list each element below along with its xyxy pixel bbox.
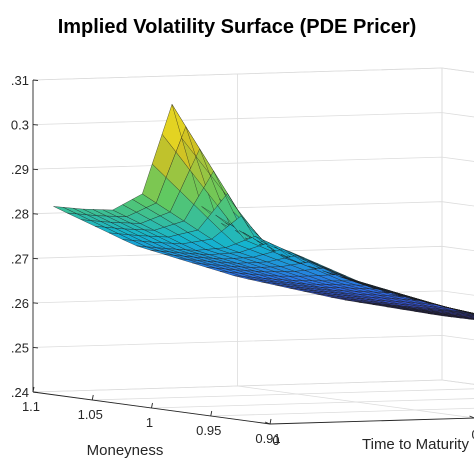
surface-facet-523 xyxy=(470,312,474,314)
x-tick-mark-0 xyxy=(32,386,35,393)
x-axis-label: Moneyness xyxy=(87,442,164,459)
x-floor-grid-line-2 xyxy=(151,398,474,409)
z-grid-line-5 xyxy=(32,156,474,170)
z-tick-mark-5 xyxy=(32,168,39,171)
y-axis-line xyxy=(269,417,474,425)
x-tick-mark-3 xyxy=(210,410,213,417)
z-tick-mark-1 xyxy=(32,346,39,349)
surface-facet-539 xyxy=(471,314,474,316)
z-tick-label-0: .24 xyxy=(11,385,29,400)
chart-title: Implied Volatility Surface (PDE Pricer) xyxy=(58,16,417,38)
surface-facet-526 xyxy=(461,313,474,316)
x-floor-grid-line-3 xyxy=(210,407,474,417)
back-wall-frame xyxy=(32,67,474,81)
surface-facet-542 xyxy=(469,316,474,318)
x-tick-mark-4 xyxy=(269,418,272,425)
surface-facet-534 xyxy=(465,315,474,317)
z-tick-mark-6 xyxy=(32,124,39,126)
z-grid-line-1 xyxy=(32,334,474,348)
y-floor-grid-line-2 xyxy=(441,379,474,385)
tick-labels: .24 .25 .26 .27 .28 .29 0.3 .31 1.1 1.05 1 0.95 0.91… xyxy=(11,73,474,448)
x-tick-label-1: 1.05 xyxy=(78,407,103,422)
z-tick-label-3: .27 xyxy=(11,251,29,266)
surface-mesh xyxy=(53,104,474,320)
x-tick-label-2: 1 xyxy=(146,415,153,430)
z-tick-mark-7 xyxy=(32,79,39,81)
z-tick-label-4: .28 xyxy=(11,207,29,222)
surface-facet-535 xyxy=(473,313,474,315)
y-tick-mark-0 xyxy=(264,421,271,425)
y-tick-label-1: 0.5 xyxy=(471,427,474,442)
z-tick-mark-3 xyxy=(32,257,39,260)
z-tick-label-2: .26 xyxy=(11,296,29,311)
z-tick-mark-2 xyxy=(32,302,39,304)
surface-facet-537 xyxy=(463,316,474,319)
surface-facet-530 xyxy=(467,313,474,315)
z-grid-line-7 xyxy=(32,67,474,81)
z-grid-line-6 xyxy=(32,112,474,125)
z-tick-label-7: .31 xyxy=(11,73,29,88)
z-tick-label-1: .25 xyxy=(11,340,29,355)
surface-facet-532 xyxy=(457,316,474,320)
x-tick-label-0: 1.1 xyxy=(22,399,40,414)
y-floor-grid-line-1 xyxy=(237,385,474,419)
z-tick-mark-0 xyxy=(32,391,39,393)
z-tick-label-6: 0.3 xyxy=(11,118,29,133)
x-tick-mark-2 xyxy=(151,402,153,409)
y-tick-label-0: 0 xyxy=(272,433,279,448)
z-tick-label-5: .29 xyxy=(11,162,29,177)
surface-facet-514 xyxy=(466,311,474,314)
z-tick-mark-4 xyxy=(32,213,39,215)
x-tick-label-4: 0.91 xyxy=(255,431,280,446)
x-floor-grid-line-1 xyxy=(92,388,474,401)
y-axis-label: Time to Maturity xyxy=(362,436,469,453)
x-tick-mark-1 xyxy=(91,394,94,401)
x-tick-label-3: 0.95 xyxy=(196,423,221,438)
surface-facet-545 xyxy=(467,318,474,320)
